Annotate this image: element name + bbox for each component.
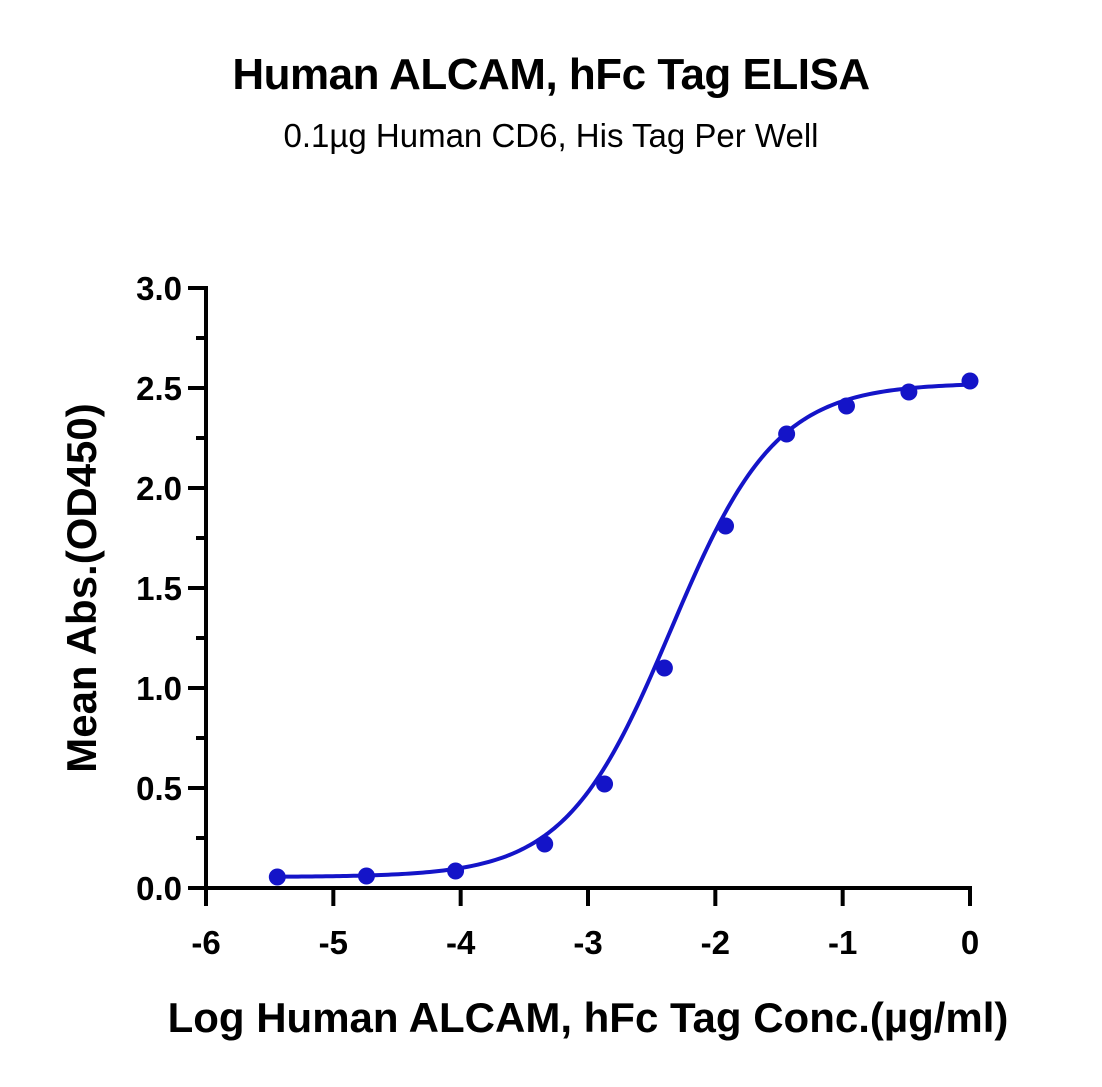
y-axis-title: Mean Abs.(OD450) <box>58 403 105 773</box>
data-point <box>717 517 735 535</box>
x-tick-label: -3 <box>573 924 602 961</box>
x-axis-title: Log Human ALCAM, hFc Tag Conc.(µg/ml) <box>168 994 1009 1041</box>
x-tick-label: 0 <box>961 924 979 961</box>
y-tick-label: 3.0 <box>136 270 182 307</box>
data-point <box>357 867 375 885</box>
data-point <box>536 835 554 853</box>
x-tick-label: -2 <box>701 924 730 961</box>
chart-title: Human ALCAM, hFc Tag ELISA <box>232 50 870 99</box>
data-point <box>961 372 979 390</box>
x-tick-label: -1 <box>828 924 857 961</box>
x-tick-label: -5 <box>319 924 348 961</box>
fit-curve-group <box>277 382 971 879</box>
y-tick-label: 2.0 <box>136 470 182 507</box>
data-point <box>778 425 796 443</box>
x-tick-label: -4 <box>446 924 476 961</box>
data-points-group <box>268 372 979 886</box>
chart-axes: 0.0 0.5 1.0 1.5 2.0 2.5 3.0 -6 -5 -4 -3 -2 -1 0 <box>136 270 979 961</box>
data-point <box>837 397 855 415</box>
data-point <box>596 775 614 793</box>
y-tick-label: 0.5 <box>136 770 182 807</box>
data-point <box>268 868 286 886</box>
data-point <box>655 659 673 677</box>
x-tick-label: -6 <box>191 924 220 961</box>
data-point <box>900 383 918 401</box>
y-tick-label: 1.0 <box>136 670 182 707</box>
chart-subtitle: 0.1µg Human CD6, His Tag Per Well <box>283 117 819 154</box>
y-tick-label: 2.5 <box>136 370 182 407</box>
data-point <box>447 862 465 880</box>
fit-curve <box>277 382 971 879</box>
y-tick-label: 0.0 <box>136 870 182 907</box>
y-tick-label: 1.5 <box>136 570 182 607</box>
